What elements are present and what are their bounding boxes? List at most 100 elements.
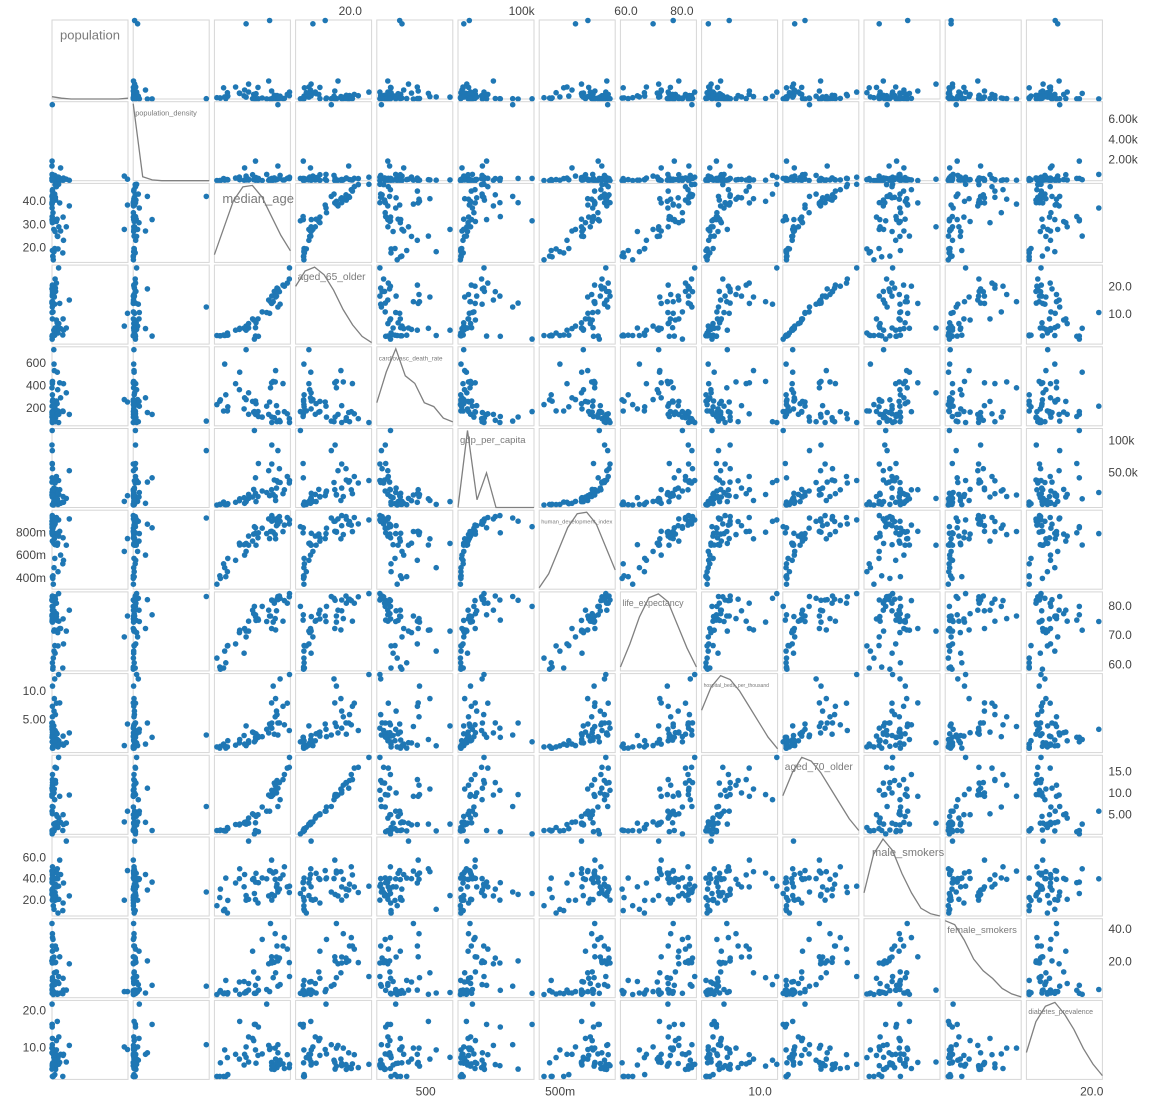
point: [49, 703, 56, 710]
point: [1040, 81, 1046, 87]
point: [713, 175, 720, 182]
cell: [213, 346, 293, 427]
point: [414, 557, 421, 564]
point: [967, 91, 973, 98]
point: [135, 479, 142, 486]
point: [457, 95, 464, 102]
point: [1076, 427, 1083, 434]
point: [300, 398, 307, 405]
point: [515, 300, 521, 306]
point: [313, 542, 319, 548]
point: [130, 648, 137, 654]
point: [703, 253, 709, 260]
point: [704, 408, 710, 414]
point: [750, 367, 757, 374]
point: [714, 84, 721, 91]
point: [703, 95, 709, 102]
point: [306, 177, 312, 183]
point: [882, 218, 889, 224]
point: [955, 479, 961, 486]
point: [281, 522, 288, 528]
point: [867, 177, 874, 183]
point: [572, 634, 579, 640]
point: [621, 253, 627, 260]
point: [49, 619, 56, 625]
point: [1076, 475, 1083, 481]
point: [286, 92, 293, 99]
point: [762, 619, 769, 625]
point: [992, 282, 998, 288]
point: [343, 593, 349, 599]
point: [791, 552, 798, 558]
point: [479, 418, 485, 425]
point: [743, 188, 749, 194]
point: [867, 648, 874, 654]
point: [802, 530, 808, 537]
point: [726, 310, 732, 317]
point: [813, 595, 819, 602]
point: [743, 177, 749, 183]
point: [1039, 397, 1046, 403]
point: [902, 320, 908, 326]
dimension-label: aged_65_older: [298, 272, 367, 283]
point: [959, 573, 965, 580]
point: [599, 409, 605, 416]
point: [961, 316, 967, 322]
point: [335, 78, 341, 84]
point: [829, 465, 836, 472]
point: [399, 634, 405, 640]
point: [933, 176, 939, 182]
cell: [457, 101, 535, 184]
point: [643, 84, 650, 90]
point: [981, 402, 988, 409]
point: [1026, 253, 1032, 260]
point: [132, 276, 138, 282]
point: [880, 628, 887, 634]
point: [255, 530, 262, 536]
point: [806, 177, 812, 184]
point: [515, 175, 521, 182]
point: [897, 418, 903, 425]
point: [724, 498, 731, 505]
point: [946, 523, 953, 530]
point: [876, 95, 883, 102]
point: [490, 78, 497, 84]
point: [967, 218, 973, 225]
point: [572, 21, 579, 27]
point: [1037, 288, 1044, 295]
point: [271, 414, 278, 421]
point: [249, 95, 256, 102]
point: [878, 573, 885, 579]
point: [607, 199, 613, 206]
point: [255, 734, 262, 741]
point: [962, 265, 969, 271]
point: [689, 101, 695, 108]
point: [799, 171, 806, 178]
point: [1047, 237, 1054, 244]
point: [902, 216, 908, 222]
point: [658, 380, 664, 386]
point: [473, 195, 480, 201]
point: [687, 479, 694, 486]
point: [733, 291, 739, 298]
point: [824, 193, 830, 200]
point: [703, 398, 709, 405]
cell: [780, 590, 860, 672]
point: [629, 177, 636, 184]
point: [667, 84, 674, 91]
point: [433, 501, 440, 508]
point: [880, 540, 887, 547]
point: [541, 401, 547, 408]
point: [1079, 627, 1085, 633]
point: [655, 346, 662, 353]
point: [1074, 617, 1080, 623]
point: [887, 666, 893, 672]
point: [976, 276, 982, 282]
point: [606, 465, 612, 472]
point: [316, 176, 322, 183]
cell: [49, 671, 131, 754]
point: [582, 219, 589, 226]
point: [405, 81, 412, 87]
point: [121, 548, 128, 555]
cell-frame: [51, 101, 129, 182]
